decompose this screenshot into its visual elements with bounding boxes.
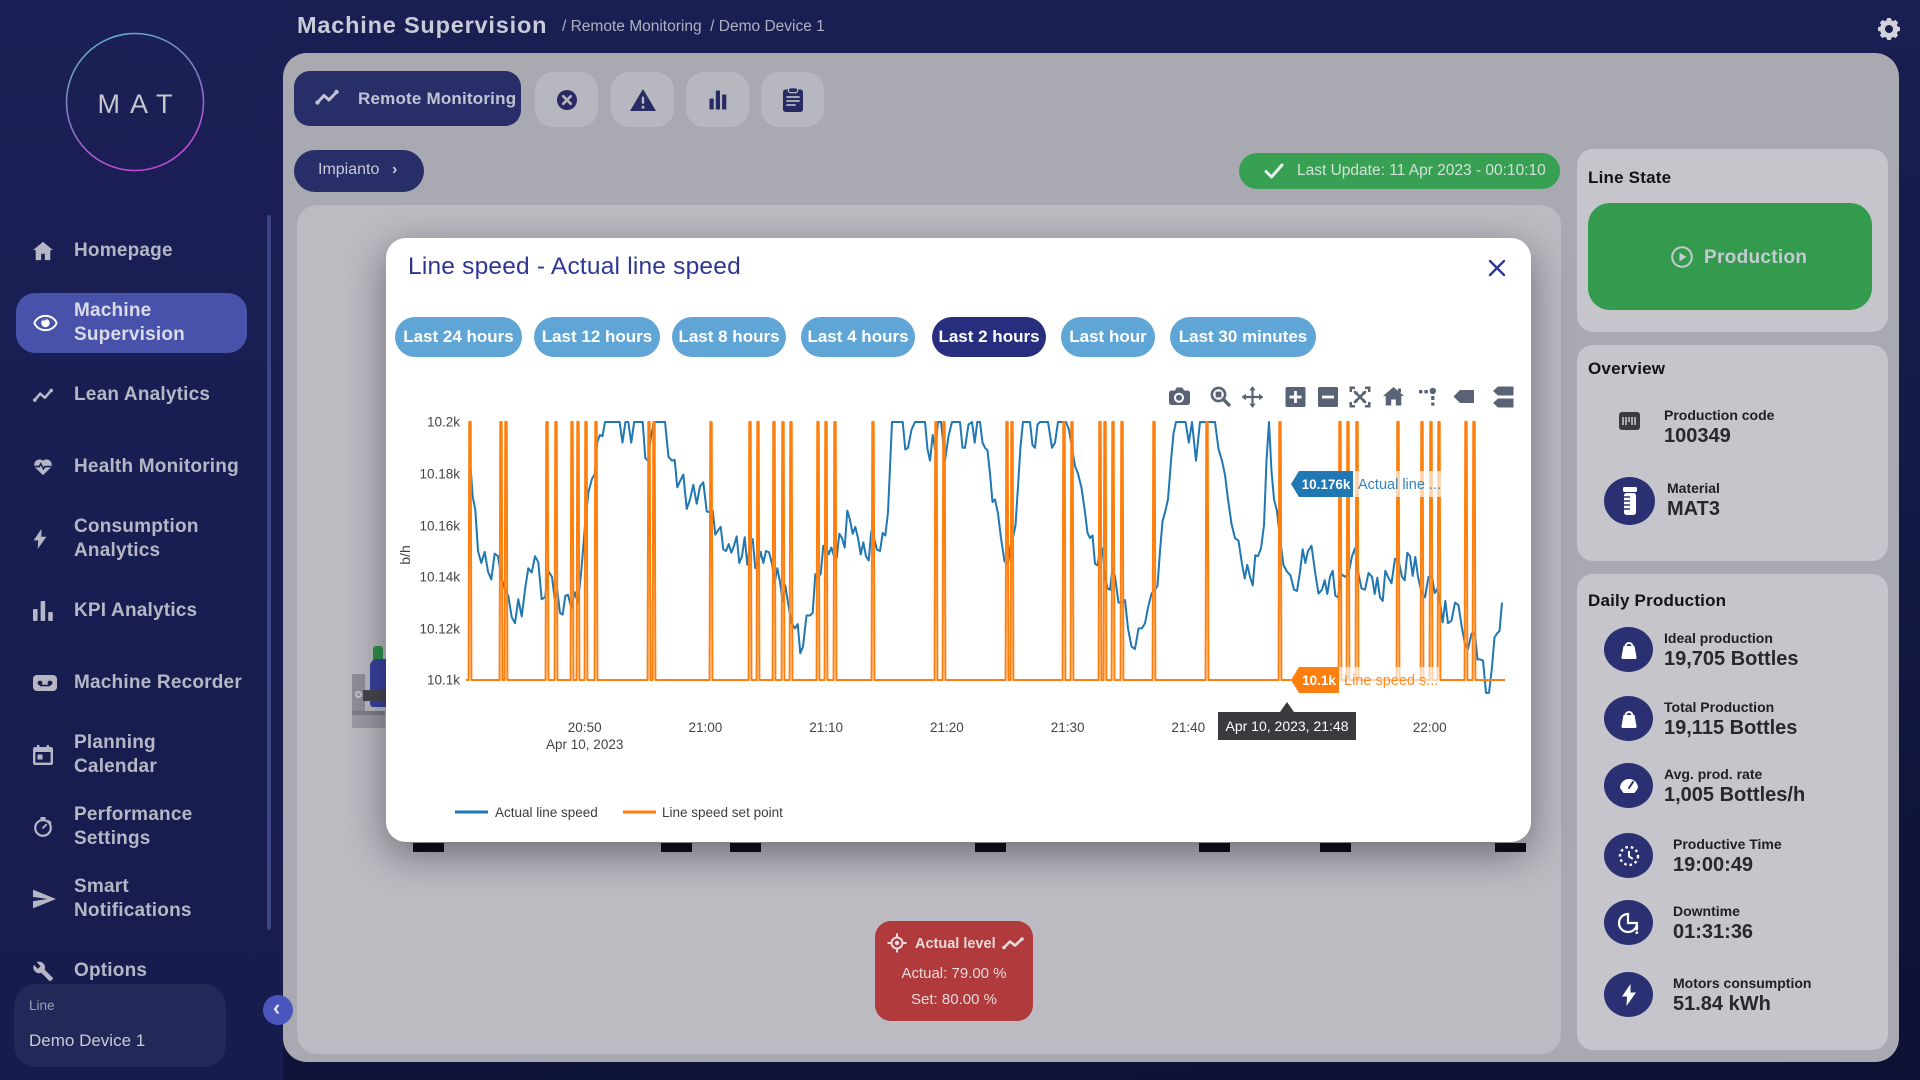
svg-text:Line speed s...: Line speed s... [1344, 673, 1438, 689]
svg-text:10.176k: 10.176k [1302, 477, 1351, 492]
svg-text:Apr 10, 2023, 21:48: Apr 10, 2023, 21:48 [1226, 718, 1349, 734]
svg-text:10.14k: 10.14k [419, 570, 460, 585]
svg-text:10.12k: 10.12k [419, 622, 460, 637]
svg-text:10.2k: 10.2k [427, 415, 460, 430]
svg-text:21:20: 21:20 [930, 720, 964, 735]
svg-text:21:30: 21:30 [1051, 720, 1085, 735]
svg-text:21:00: 21:00 [689, 720, 723, 735]
svg-text:20:50: 20:50 [568, 720, 602, 735]
svg-text:b/h: b/h [397, 545, 413, 564]
svg-text:10.16k: 10.16k [419, 519, 460, 534]
svg-text:10.18k: 10.18k [419, 467, 460, 482]
svg-text:22:00: 22:00 [1413, 720, 1447, 735]
svg-text:Actual line speed: Actual line speed [495, 805, 598, 820]
svg-text:Apr 10, 2023: Apr 10, 2023 [546, 737, 623, 752]
svg-text:Line speed set point: Line speed set point [662, 805, 783, 820]
svg-text:10.1k: 10.1k [427, 673, 460, 688]
svg-text:21:10: 21:10 [809, 720, 843, 735]
svg-text:Actual line ...: Actual line ... [1358, 477, 1441, 493]
svg-text:10.1k: 10.1k [1302, 673, 1336, 688]
svg-text:21:40: 21:40 [1171, 720, 1205, 735]
